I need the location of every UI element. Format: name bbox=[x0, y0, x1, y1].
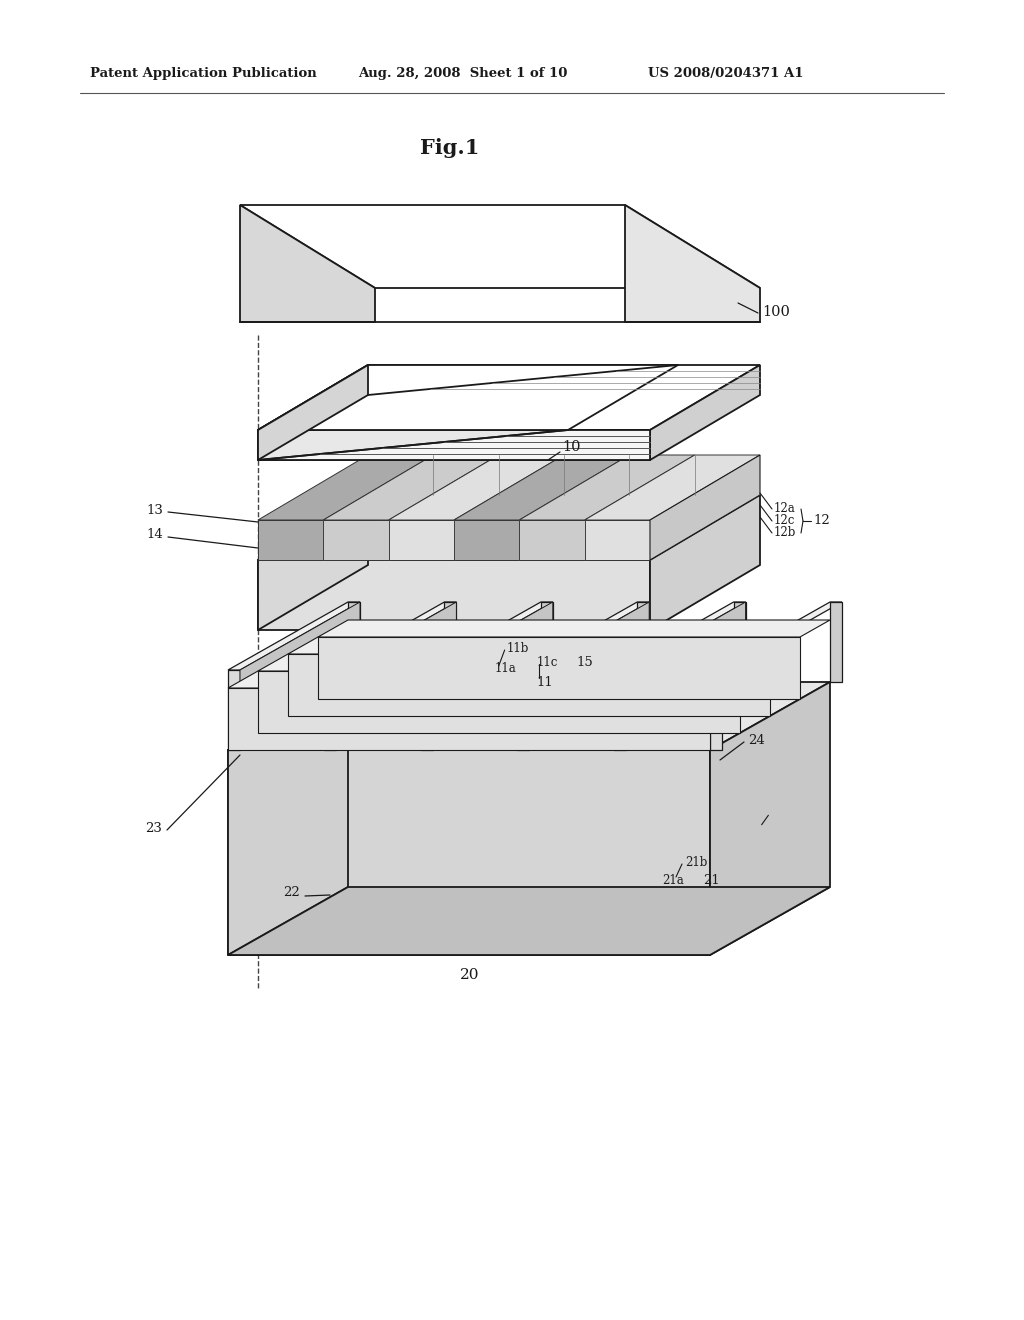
Polygon shape bbox=[240, 205, 760, 288]
Polygon shape bbox=[613, 671, 626, 750]
Text: 12b: 12b bbox=[774, 527, 797, 540]
Polygon shape bbox=[258, 366, 760, 430]
Polygon shape bbox=[710, 671, 722, 750]
Polygon shape bbox=[830, 602, 842, 682]
Text: 11a: 11a bbox=[495, 661, 516, 675]
Polygon shape bbox=[613, 602, 745, 671]
Polygon shape bbox=[258, 520, 324, 560]
Polygon shape bbox=[517, 602, 649, 671]
Text: 11b: 11b bbox=[507, 642, 529, 655]
Polygon shape bbox=[288, 638, 800, 653]
Polygon shape bbox=[258, 455, 433, 520]
Polygon shape bbox=[228, 671, 740, 688]
Polygon shape bbox=[433, 602, 553, 750]
Polygon shape bbox=[240, 602, 360, 750]
Text: Aug. 28, 2008  Sheet 1 of 10: Aug. 28, 2008 Sheet 1 of 10 bbox=[358, 66, 567, 79]
Polygon shape bbox=[337, 602, 457, 750]
Polygon shape bbox=[258, 671, 740, 733]
Polygon shape bbox=[585, 455, 760, 520]
Polygon shape bbox=[228, 887, 830, 954]
Polygon shape bbox=[444, 602, 457, 682]
Text: 13: 13 bbox=[146, 503, 163, 516]
Polygon shape bbox=[228, 682, 830, 750]
Polygon shape bbox=[325, 602, 457, 671]
Polygon shape bbox=[258, 495, 368, 630]
Polygon shape bbox=[258, 653, 770, 671]
Polygon shape bbox=[625, 205, 760, 322]
Polygon shape bbox=[324, 520, 389, 560]
Text: 21a: 21a bbox=[662, 874, 684, 887]
Polygon shape bbox=[288, 653, 770, 715]
Polygon shape bbox=[637, 602, 649, 682]
Polygon shape bbox=[454, 520, 519, 560]
Polygon shape bbox=[541, 602, 553, 682]
Text: 11c: 11c bbox=[537, 656, 558, 668]
Text: 21b: 21b bbox=[685, 855, 708, 869]
Text: Patent Application Publication: Patent Application Publication bbox=[90, 66, 316, 79]
Polygon shape bbox=[733, 602, 745, 682]
Polygon shape bbox=[529, 602, 649, 750]
Text: 10: 10 bbox=[562, 440, 581, 454]
Polygon shape bbox=[228, 682, 348, 954]
Polygon shape bbox=[650, 455, 760, 560]
Text: 20: 20 bbox=[460, 968, 480, 982]
Polygon shape bbox=[585, 520, 650, 560]
Polygon shape bbox=[324, 455, 499, 520]
Polygon shape bbox=[258, 366, 368, 459]
Polygon shape bbox=[228, 688, 710, 750]
Text: 15: 15 bbox=[577, 656, 594, 668]
Polygon shape bbox=[710, 602, 842, 671]
Polygon shape bbox=[626, 602, 745, 750]
Polygon shape bbox=[454, 455, 630, 520]
Polygon shape bbox=[240, 205, 375, 322]
Polygon shape bbox=[258, 366, 678, 430]
Polygon shape bbox=[228, 671, 240, 750]
Polygon shape bbox=[421, 602, 553, 671]
Polygon shape bbox=[318, 638, 800, 700]
Text: 11: 11 bbox=[537, 676, 553, 689]
Text: US 2008/0204371 A1: US 2008/0204371 A1 bbox=[648, 66, 804, 79]
Text: 22: 22 bbox=[284, 887, 300, 899]
Text: 21: 21 bbox=[703, 874, 720, 887]
Text: 24: 24 bbox=[748, 734, 765, 747]
Polygon shape bbox=[389, 520, 454, 560]
Polygon shape bbox=[421, 671, 433, 750]
Polygon shape bbox=[517, 671, 529, 750]
Polygon shape bbox=[650, 366, 760, 459]
Text: 12c: 12c bbox=[774, 515, 796, 528]
Polygon shape bbox=[710, 682, 830, 954]
Polygon shape bbox=[389, 455, 564, 520]
Polygon shape bbox=[519, 455, 694, 520]
Text: 14: 14 bbox=[146, 528, 163, 541]
Polygon shape bbox=[348, 602, 360, 682]
Polygon shape bbox=[318, 620, 830, 638]
Text: Fig.1: Fig.1 bbox=[420, 139, 479, 158]
Polygon shape bbox=[258, 366, 368, 459]
Text: 23: 23 bbox=[145, 821, 162, 834]
Polygon shape bbox=[258, 430, 650, 459]
Text: 100: 100 bbox=[762, 305, 790, 319]
Text: 12: 12 bbox=[813, 515, 829, 528]
Polygon shape bbox=[519, 520, 585, 560]
Polygon shape bbox=[258, 495, 760, 560]
Polygon shape bbox=[228, 602, 360, 671]
Polygon shape bbox=[650, 495, 760, 630]
Polygon shape bbox=[325, 671, 337, 750]
Polygon shape bbox=[228, 750, 710, 954]
Text: 12a: 12a bbox=[774, 503, 796, 516]
Polygon shape bbox=[258, 430, 650, 459]
Polygon shape bbox=[258, 560, 650, 630]
